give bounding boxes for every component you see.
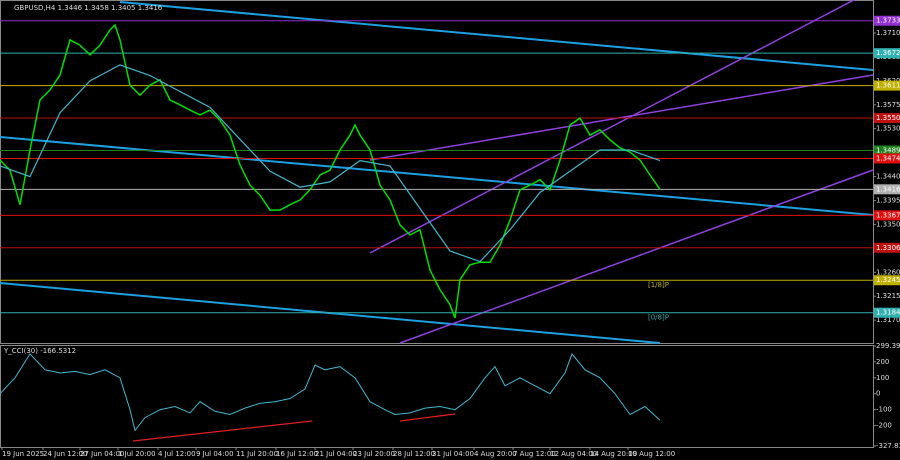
- x-tick-label: 1 Jul 20:00: [118, 450, 156, 458]
- cci-tick-label: -100: [876, 406, 892, 414]
- x-tick-label: 24 Jun 12:00: [43, 450, 87, 458]
- level-label: 1.3184: [876, 309, 900, 317]
- cci-line: [132, 420, 313, 442]
- x-tick-label: 27 Jun 04:00: [80, 450, 124, 458]
- y-tick-label: 1.3395: [876, 196, 900, 204]
- indicator-title: Y_CCI(30) -166.5312: [3, 347, 76, 355]
- level-box: [874, 113, 900, 124]
- channel-line: [369, 74, 874, 161]
- level-tag: [0/8]P: [648, 314, 669, 322]
- cci-line: [0, 352, 661, 432]
- y-tick-label: 1.3260: [876, 268, 900, 276]
- y-tick-label: 1.3575: [876, 101, 900, 109]
- y-tick-label: 1.3440: [876, 173, 900, 181]
- x-tick-label: 9 Jul 04:00: [196, 450, 234, 458]
- main-panel: [0, 0, 874, 344]
- level-label: 1.3367: [876, 211, 900, 219]
- level-box: [874, 145, 900, 156]
- x-tick-label: 14 Aug 20:00: [590, 450, 637, 458]
- level-label: 1.3416: [876, 185, 900, 193]
- y-tick-label: 1.3710: [876, 29, 900, 37]
- cci-trend-lines: [132, 413, 456, 442]
- x-tick-label: 12 Aug 04:00: [550, 450, 597, 458]
- level-label: 1.3733: [876, 17, 900, 25]
- level-box: [874, 242, 900, 253]
- level-box: [874, 307, 900, 318]
- channel: [369, 0, 874, 344]
- cci-tick-label: 0: [876, 390, 880, 398]
- level-box: [874, 275, 900, 286]
- x-tick-label: 31 Jul 04:00: [432, 450, 474, 458]
- cci-tick-label: -327.832: [876, 442, 900, 450]
- cci-tick-label: -200: [876, 422, 892, 430]
- x-tick-label: 11 Jul 20:00: [236, 450, 278, 458]
- channel-line: [369, 0, 856, 254]
- level-tag: [1/8]P: [648, 281, 669, 289]
- level-label: 1.3611: [876, 82, 900, 90]
- x-tick-label: 28 Jul 12:00: [393, 450, 435, 458]
- cci-tick-label: 100: [876, 374, 889, 382]
- level-label: 1.3245: [876, 276, 900, 284]
- cci-tick-label: 200: [876, 358, 889, 366]
- y-tick-label: 1.3350: [876, 220, 900, 228]
- x-tick-label: 7 Aug 12:00: [513, 450, 556, 458]
- level-box: [874, 48, 900, 59]
- level-label: 1.3489: [876, 146, 900, 154]
- x-tick-label: 4 Jul 12:00: [158, 450, 196, 458]
- level-label: 1.3672: [876, 49, 900, 57]
- level-box: [874, 80, 900, 91]
- x-tick-label: 19 Jun 2025: [2, 450, 44, 458]
- x-tick-label: 23 Jul 20:00: [353, 450, 395, 458]
- level-box: [874, 184, 900, 195]
- moving-average: [0, 64, 661, 263]
- chart-title: GBPUSD,H4 1.3446 1.3458 1.3405 1.3416: [14, 4, 163, 12]
- x-tick-label: 4 Aug 20:00: [474, 450, 517, 458]
- price-line: [0, 23, 661, 319]
- level-label: 1.3306: [876, 244, 900, 252]
- cci-tick-label: 299.3969: [876, 342, 900, 350]
- indicator-panel: [0, 345, 874, 448]
- y-tick-label: 1.3530: [876, 125, 900, 133]
- trend-line: [119, 1, 874, 71]
- y-tick-label: 1.3170: [876, 316, 900, 324]
- level-box: [874, 153, 900, 164]
- level-label: 1.3474: [876, 154, 900, 162]
- x-tick-label: 21 Jul 04:00: [315, 450, 357, 458]
- x-tick-label: 16 Jul 12:00: [276, 450, 318, 458]
- cci-line: [399, 413, 456, 422]
- level-box: [874, 15, 900, 26]
- level-label: 1.3550: [876, 114, 900, 122]
- x-tick-label: 19 Aug 12:00: [628, 450, 675, 458]
- channel-line: [399, 169, 874, 344]
- level-box: [874, 210, 900, 221]
- y-tick-label: 1.3215: [876, 292, 900, 300]
